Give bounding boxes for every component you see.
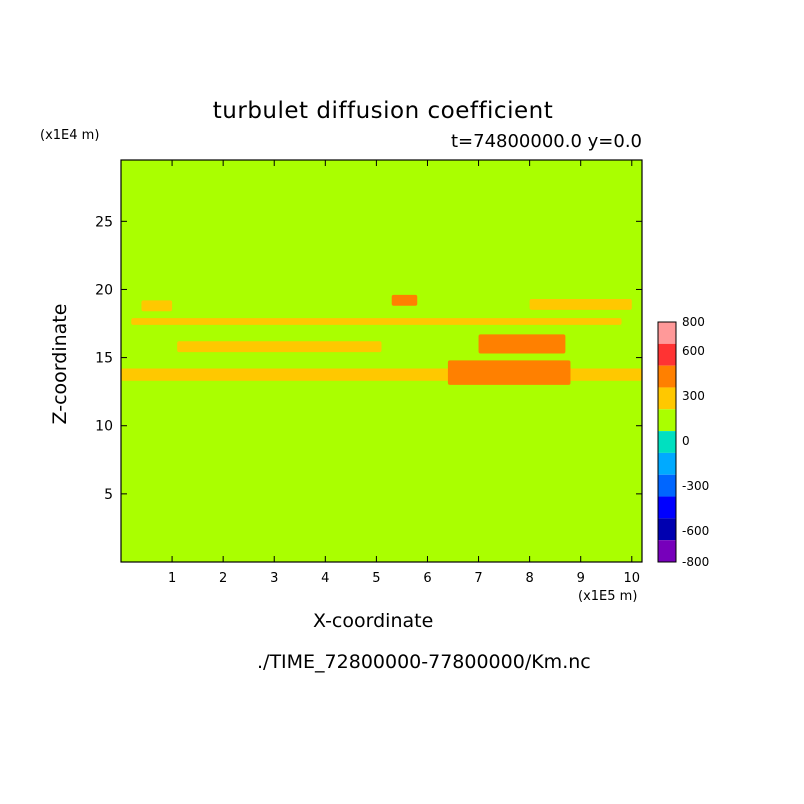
feature-region-6 [391, 294, 418, 306]
file-path-label: ./TIME_72800000-77800000/Km.nc [257, 651, 591, 673]
feature-region-4 [447, 360, 571, 385]
z-scale-label: (x1E4 m) [40, 128, 100, 143]
colorbar-swatch-9 [658, 518, 676, 541]
colorbar-swatch-8 [658, 496, 676, 519]
plot-frame [120, 159, 643, 563]
x-tick-label-3: 3 [270, 571, 278, 586]
colorbar-swatch-2 [658, 365, 676, 388]
y-tick-label-15: 15 [95, 351, 113, 367]
chart-title: turbulet diffusion coefficient [212, 98, 554, 124]
x-tick-label-5: 5 [372, 571, 380, 586]
y-tick-label-10: 10 [95, 419, 113, 435]
colorbar-label-0: 800 [682, 315, 705, 329]
feature-region-7 [529, 298, 632, 310]
feature-region-5 [478, 334, 566, 354]
time-label: t=74800000.0 y=0.0 [450, 131, 642, 152]
colorbar-frame [657, 321, 677, 563]
x-tick-label-8: 8 [525, 571, 533, 586]
y-tick-label-5: 5 [104, 487, 113, 503]
colorbar: 800 600 300 0 -300 -600 -800 [657, 315, 709, 569]
colorbar-label-5: -600 [682, 524, 709, 538]
colorbar-swatch-7 [658, 474, 676, 497]
colorbar-label-3: 0 [682, 434, 690, 448]
x-scale-label: (x1E5 m) [578, 589, 638, 604]
colorbar-swatch-10 [658, 540, 676, 562]
x-tick-label-4: 4 [321, 571, 329, 586]
feature-region-3 [177, 341, 382, 353]
colorbar-label-4: -300 [682, 479, 709, 493]
x-tick-label-2: 2 [219, 571, 227, 586]
colorbar-swatch-1 [658, 343, 676, 366]
x-axis-label: X-coordinate [313, 610, 434, 632]
x-tick-label-10: 10 [624, 571, 641, 586]
colorbar-label-1: 600 [682, 344, 705, 358]
colorbar-swatch-6 [658, 452, 676, 475]
x-tick-label-6: 6 [423, 571, 431, 586]
heatmap-features [121, 294, 642, 385]
x-tick-label-9: 9 [577, 571, 585, 586]
y-ticks: 5 10 15 20 25 [95, 214, 642, 503]
colorbar-label-2: 300 [682, 389, 705, 403]
colorbar-swatch-0 [658, 322, 676, 344]
x-tick-label-7: 7 [474, 571, 482, 586]
feature-region-1 [131, 318, 622, 325]
colorbar-label-6: -800 [682, 555, 709, 569]
y-tick-label-25: 25 [95, 214, 113, 230]
x-ticks: 1 2 3 4 5 6 7 8 9 10 [168, 160, 640, 586]
colorbar-swatch-4 [658, 409, 676, 432]
colorbar-swatch-3 [658, 387, 676, 410]
x-tick-label-1: 1 [168, 571, 176, 586]
feature-region-2 [141, 300, 173, 312]
y-tick-label-20: 20 [95, 282, 113, 298]
colorbar-swatch-5 [658, 431, 676, 453]
